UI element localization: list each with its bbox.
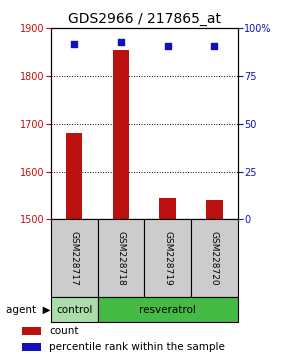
Bar <box>51 297 97 322</box>
Text: resveratrol: resveratrol <box>139 305 196 315</box>
Text: count: count <box>49 326 79 336</box>
Text: control: control <box>56 305 92 315</box>
Text: GSM228717: GSM228717 <box>70 231 79 286</box>
Bar <box>160 198 176 219</box>
Text: agent  ▶: agent ▶ <box>6 305 50 315</box>
Bar <box>113 50 129 219</box>
Text: GSM228720: GSM228720 <box>210 231 219 286</box>
Bar <box>66 133 82 219</box>
Bar <box>51 219 97 297</box>
Bar <box>206 200 223 219</box>
Bar <box>97 219 144 297</box>
Bar <box>97 297 238 322</box>
Text: percentile rank within the sample: percentile rank within the sample <box>49 342 225 352</box>
Bar <box>22 343 41 351</box>
Point <box>119 39 123 45</box>
Text: GSM228719: GSM228719 <box>163 231 172 286</box>
Bar <box>22 327 41 335</box>
Point <box>212 43 217 48</box>
Point <box>72 41 77 46</box>
Bar <box>144 219 191 297</box>
Text: GSM228718: GSM228718 <box>116 231 125 286</box>
Text: GDS2966 / 217865_at: GDS2966 / 217865_at <box>68 12 222 27</box>
Bar <box>191 219 238 297</box>
Point <box>165 43 170 48</box>
